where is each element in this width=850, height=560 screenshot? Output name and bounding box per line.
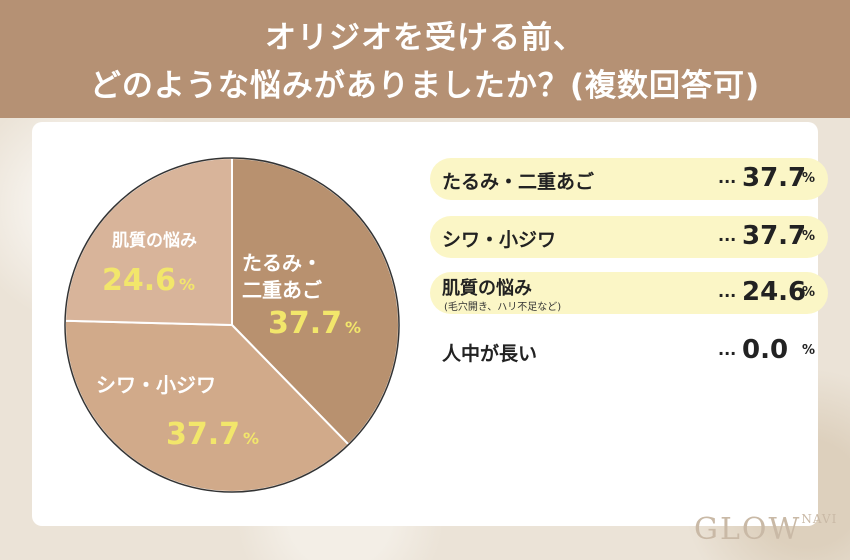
legend-row: シワ・小ジワ... 37.7% [430, 216, 828, 258]
slice-label-tarumi-name-1: たるみ・ [242, 251, 322, 275]
legend-dots: ... [718, 340, 737, 359]
legend-unit: % [802, 171, 816, 186]
legend-row: 人中が長い... 0.0% [430, 330, 828, 372]
brand-logo: GLOWNAVI [694, 512, 837, 547]
legend-dots: ... [718, 168, 737, 187]
chart-card: たるみ・ 二重あご 37.7% シワ・小ジワ 37.7% 肌質の悩み 24.6%… [32, 122, 828, 526]
slice-label-tarumi-name-2: 二重あご [242, 278, 322, 302]
legend-unit: % [802, 229, 816, 244]
slice-label-hadashitsu-name: 肌質の悩み [112, 231, 197, 251]
slice-label-hadashitsu: 肌質の悩み 24.6% [102, 230, 197, 301]
legend-value: 0.0 [742, 335, 789, 365]
legend-label: シワ・小ジワ [442, 229, 557, 251]
slice-label-hadashitsu-value: 24.6 [102, 262, 177, 298]
legend-value: 24.6 [742, 277, 807, 307]
slice-label-hadashitsu-unit: % [179, 274, 196, 294]
legend-label: 肌質の悩み [442, 278, 532, 299]
pie-chart [64, 156, 400, 493]
chart-title-banner: オリジオを受ける前、 どのような悩みがありましたか？(複数回答可) [0, 0, 850, 118]
legend-dots: ... [718, 282, 737, 301]
legend-row: 肌質の悩み (毛穴開き、ハリ不足など)... 24.6% [430, 272, 828, 314]
slice-label-shiwa-pct: 37.7% [166, 415, 259, 456]
slice-label-tarumi-pct: 37.7% [268, 304, 361, 345]
slice-label-tarumi-value: 37.7 [268, 306, 343, 341]
slice-label-shiwa: シワ・小ジワ 37.7% [96, 372, 259, 456]
brand-logo-text: GLOW [694, 512, 802, 547]
brand-logo-small: NAVI [801, 512, 838, 526]
slice-label-tarumi-unit: % [345, 318, 362, 337]
legend-dots: ... [718, 226, 737, 245]
slice-label-shiwa-value: 37.7 [166, 417, 241, 452]
legend-unit: % [802, 285, 816, 300]
slice-label-shiwa-name: シワ・小ジワ [96, 373, 216, 397]
legend-unit: % [802, 343, 816, 358]
legend-value: 37.7 [742, 221, 807, 251]
chart-title-line-1: オリジオを受ける前、 [265, 20, 585, 56]
legend-value: 37.7 [742, 163, 807, 193]
legend-label: たるみ・二重あご [442, 171, 595, 193]
legend-label: 人中が長い [442, 343, 538, 365]
chart-title-line-2: どのような悩みがありましたか？(複数回答可) [89, 68, 761, 104]
slice-label-shiwa-unit: % [243, 429, 260, 448]
legend-sublabel: (毛穴開き、ハリ不足など) [444, 302, 562, 313]
legend-row: たるみ・二重あご... 37.7% [430, 158, 828, 200]
slice-label-hadashitsu-pct: 24.6% [102, 261, 197, 302]
slice-label-tarumi: たるみ・ 二重あご 37.7% [242, 250, 361, 345]
pie-outline [64, 157, 400, 493]
